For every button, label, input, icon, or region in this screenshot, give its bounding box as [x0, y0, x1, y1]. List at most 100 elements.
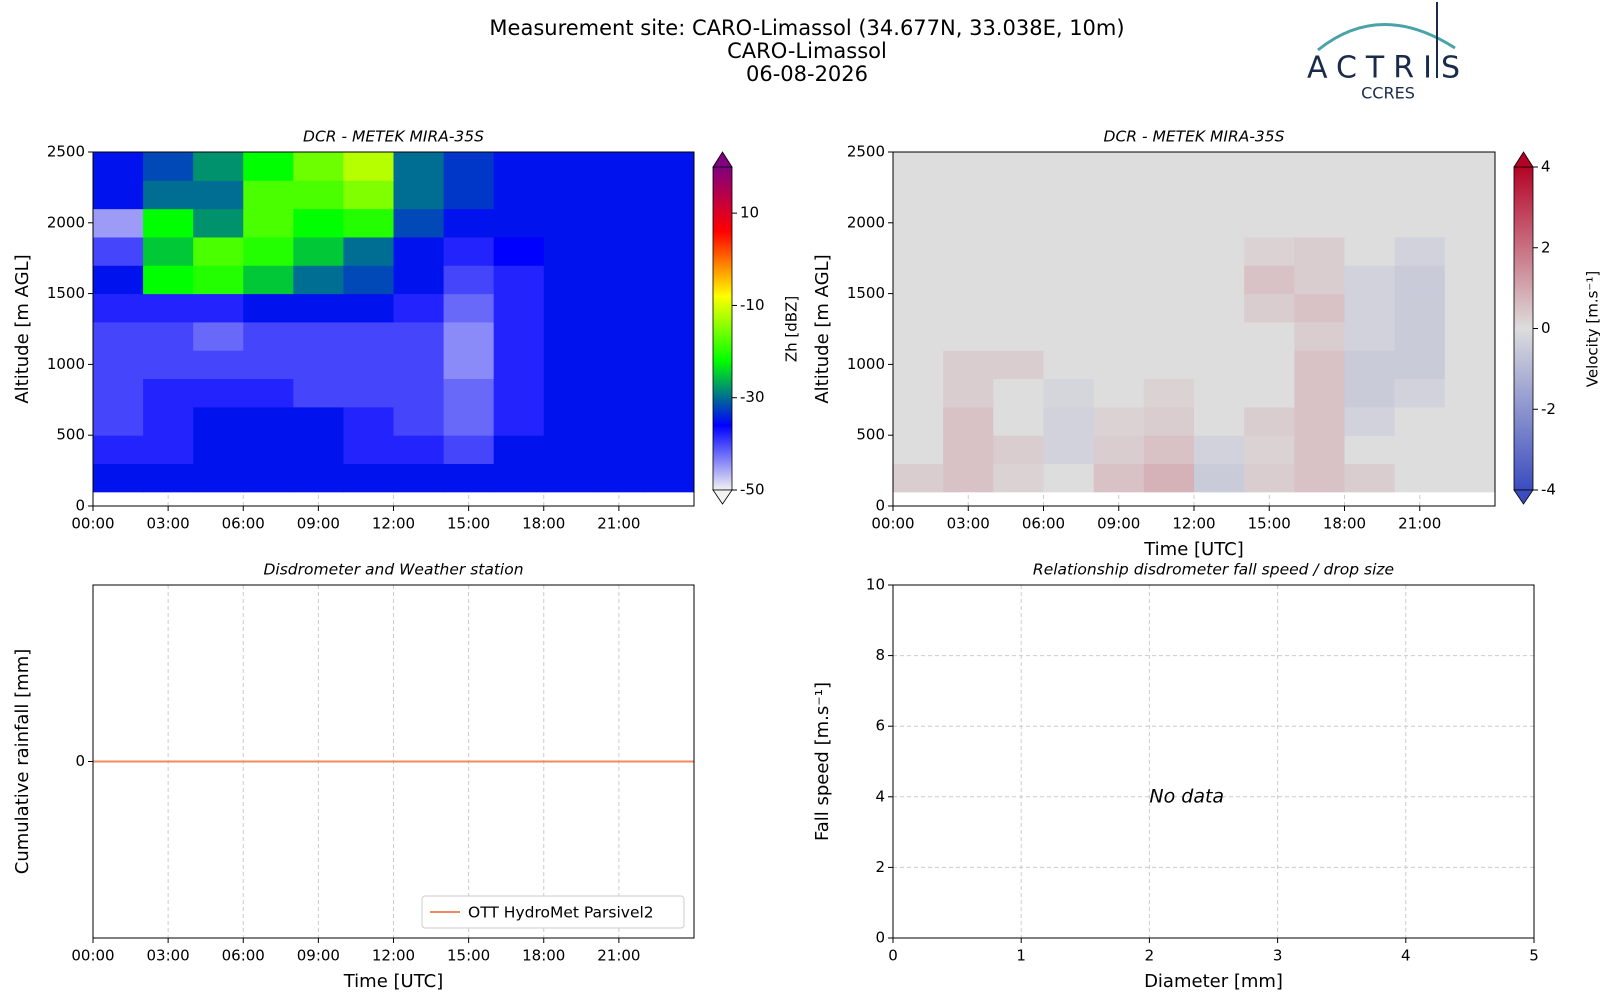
heatmap-cell — [1093, 378, 1145, 408]
y-tick-label: 2 — [875, 858, 885, 876]
heatmap-cell — [1143, 378, 1195, 408]
heatmap-cell — [593, 180, 645, 210]
y-tick-label: 500 — [856, 426, 885, 444]
heatmap-cell — [143, 180, 194, 210]
heatmap-cell — [493, 152, 545, 181]
heatmap-cell — [1093, 265, 1145, 295]
y-tick-label: 10 — [866, 576, 885, 594]
heatmap-cell — [1093, 406, 1145, 436]
heatmap-cell — [993, 406, 1044, 436]
heatmap-cell — [243, 350, 294, 380]
heatmap-cell — [1394, 208, 1446, 238]
heatmap-cell — [343, 293, 394, 323]
heatmap-cell — [243, 321, 294, 351]
heatmap-cell — [243, 236, 294, 266]
heatmap-cell — [443, 180, 495, 210]
heatmap-cell — [1043, 208, 1095, 238]
heatmap-cell — [93, 265, 144, 295]
heatmap-cell — [1444, 435, 1496, 465]
heatmap-cell — [1394, 152, 1446, 181]
heatmap-cell — [993, 378, 1044, 408]
x-tick-label: 3 — [1273, 947, 1283, 965]
heatmap-cell — [943, 378, 994, 408]
heatmap-cell — [643, 463, 695, 493]
heatmap-cell — [343, 350, 394, 380]
chart-title: DCR - METEK MIRA-35S — [303, 128, 484, 146]
heatmap-cell — [293, 293, 344, 323]
heatmap-cell — [493, 406, 545, 436]
heatmap-cell — [393, 321, 445, 351]
x-tick-label: 21:00 — [597, 947, 640, 965]
heatmap-cell — [593, 463, 645, 493]
heatmap-cell — [1244, 350, 1295, 380]
heatmap-cell — [643, 208, 695, 238]
heatmap-cell — [293, 350, 344, 380]
heatmap-cell — [993, 180, 1044, 210]
panel: 0 1 2 3 4 5 0 2 4 6 8 10 No data Relationship disdrom… — [812, 561, 1539, 993]
heatmap-cell — [1294, 435, 1345, 465]
heatmap-cell — [393, 463, 445, 493]
heatmap-cell — [1143, 406, 1195, 436]
heatmap-cell — [193, 265, 244, 295]
heatmap-cell — [543, 406, 595, 436]
heatmap-cell — [393, 236, 445, 266]
x-tick-label: 5 — [1529, 947, 1539, 965]
heatmap-cell — [493, 350, 545, 380]
heatmap-cell — [143, 321, 194, 351]
heatmap-cell — [143, 350, 194, 380]
heatmap-cell — [943, 208, 994, 238]
heatmap-cell — [393, 350, 445, 380]
heatmap-cell — [1043, 152, 1095, 181]
heatmap-cell — [1143, 180, 1195, 210]
heatmap-cell — [543, 208, 595, 238]
colorbar-tick-label: -30 — [740, 388, 765, 406]
heatmap-cell — [593, 293, 645, 323]
heatmap-cell — [943, 435, 994, 465]
heatmap-cell — [293, 152, 344, 181]
heatmap-cell — [1394, 463, 1446, 493]
chart-title: Relationship disdrometer fall speed / dr… — [1033, 561, 1394, 579]
heatmap-cell — [993, 321, 1044, 351]
heatmap-cell — [1143, 152, 1195, 181]
heatmap-cell — [943, 350, 994, 380]
heatmap-cell — [243, 463, 294, 493]
heatmap-cell — [193, 208, 244, 238]
heatmap-cell — [1344, 378, 1396, 408]
heatmap-cell — [1394, 350, 1446, 380]
y-tick-label: 2500 — [47, 143, 85, 161]
heatmap-cell — [93, 208, 144, 238]
heatmap-cell — [243, 180, 294, 210]
y-tick-label: 1000 — [847, 355, 885, 373]
heatmap-cell — [193, 378, 244, 408]
heatmap-cell — [643, 435, 695, 465]
heatmap-cell — [643, 293, 695, 323]
heatmap-cell — [143, 378, 194, 408]
heatmap-cell — [543, 265, 595, 295]
heatmap-cell — [493, 435, 545, 465]
heatmap-cell — [393, 406, 445, 436]
heatmap-cell — [293, 435, 344, 465]
heatmap-cell — [1143, 293, 1195, 323]
heatmap-cell — [643, 350, 695, 380]
heatmap-cell — [193, 350, 244, 380]
heatmap-cell — [1194, 152, 1245, 181]
y-tick-label: 1500 — [47, 284, 85, 302]
heatmap-cell — [643, 406, 695, 436]
heatmap-cell — [293, 406, 344, 436]
heatmap-cell — [1244, 321, 1295, 351]
heatmap-cell — [1344, 435, 1396, 465]
colorbar-extend — [712, 151, 733, 168]
heatmap-cell — [93, 321, 144, 351]
heatmap-cell — [1143, 236, 1195, 266]
heatmap-cell — [443, 321, 495, 351]
y-tick-label: 4 — [875, 787, 885, 805]
heatmap-cell — [1344, 152, 1396, 181]
heatmap-cell — [343, 321, 394, 351]
heatmap-cell — [293, 321, 344, 351]
heatmap-cell — [1194, 435, 1245, 465]
heatmap-cell — [1043, 321, 1095, 351]
heatmap-cell — [943, 406, 994, 436]
heatmap-cell — [1194, 406, 1245, 436]
heatmap-cell — [993, 435, 1044, 465]
heatmap-cell — [1194, 265, 1245, 295]
